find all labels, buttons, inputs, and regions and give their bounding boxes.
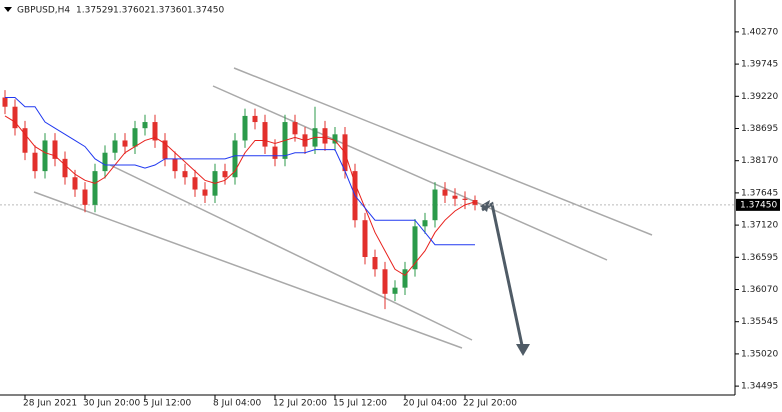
menu-arrow (4, 7, 12, 12)
y-tick-label: 1.37645 (741, 188, 778, 198)
candle-body (112, 140, 118, 153)
x-tick-label: 8 Jul 04:00 (213, 399, 262, 409)
last-price-label: 1.37450 (740, 200, 777, 210)
candle-body (362, 220, 368, 257)
x-tick-label: 15 Jul 12:00 (333, 399, 387, 409)
y-tick-label: 1.34495 (741, 382, 778, 392)
candle-body (42, 140, 48, 172)
indicator-line (4, 115, 476, 277)
y-tick-label: 1.38170 (741, 156, 778, 166)
candle-body (462, 198, 468, 200)
y-tick-label: 1.39745 (741, 60, 778, 70)
candle-body (12, 106, 18, 129)
y-tick-label: 1.37120 (741, 221, 778, 231)
candle-body (222, 171, 228, 178)
candle-body (102, 152, 108, 172)
candle-body (432, 189, 438, 221)
candle-body (422, 220, 428, 227)
low-label: 1.37360 (150, 6, 187, 16)
trendline (233, 67, 653, 236)
candle-body (182, 171, 188, 178)
forecast-arrow (480, 200, 530, 356)
candle-body (92, 171, 98, 205)
candle-body (392, 287, 398, 294)
x-tick-label: 5 Jul 12:00 (143, 399, 192, 409)
indicator-line (5, 97, 475, 246)
candle-body (142, 122, 148, 129)
x-tick-label: 20 Jul 04:00 (403, 399, 457, 409)
high-label: 1.37602 (113, 6, 150, 16)
candle-body (82, 189, 88, 205)
candle-body (322, 128, 328, 144)
y-tick-label: 1.36070 (741, 285, 778, 295)
candle-body (232, 140, 238, 178)
y-tick-label: 1.35545 (741, 317, 778, 327)
candle-body (472, 200, 478, 205)
candle-body (152, 122, 158, 141)
close-label: 1.37450 (187, 6, 224, 16)
trendline (33, 191, 463, 349)
candle-body (122, 140, 128, 147)
arrow-head (480, 200, 490, 212)
x-tick-label: 30 Jun 20:00 (83, 399, 140, 409)
y-tick-label: 1.36595 (741, 253, 778, 263)
y-tick-label: 1.38695 (741, 124, 778, 134)
y-tick-label: 1.35020 (741, 349, 778, 359)
x-tick-label: 28 Jun 2021 (23, 399, 77, 409)
candle-body (242, 115, 248, 141)
trendline (109, 164, 473, 341)
candle-body (382, 269, 388, 294)
candle-body (272, 146, 278, 159)
candle-body (72, 177, 78, 190)
y-tick-label: 1.40270 (741, 27, 778, 37)
candle-body (372, 256, 378, 270)
candle-body (202, 189, 208, 196)
y-tick-label: 1.39220 (741, 92, 778, 102)
candle-body (252, 115, 258, 123)
candle-body (132, 128, 138, 147)
candle-body (262, 122, 268, 147)
candle-body (402, 269, 408, 288)
candle-body (32, 152, 38, 172)
trendline (212, 85, 608, 261)
candle-body (292, 122, 298, 135)
candle-body (332, 134, 338, 144)
candle-body (442, 189, 448, 196)
x-tick-label: 22 Jul 20:00 (463, 399, 517, 409)
candle-body (412, 226, 418, 270)
trendlines (33, 67, 653, 349)
open-label: 1.37529 (76, 6, 113, 16)
last-price-box (736, 198, 780, 211)
candle-body (62, 158, 68, 178)
candle-body (172, 158, 178, 172)
x-tick-label: 12 Jul 20:00 (273, 399, 327, 409)
candle-body (162, 140, 168, 159)
candle-body (22, 128, 28, 153)
arrow-head (516, 344, 530, 356)
candle-body (192, 177, 198, 190)
candle-body (452, 195, 458, 199)
candle-body (2, 97, 8, 107)
symbol: GBPUSD,H4 (17, 6, 70, 16)
candle-body (52, 140, 58, 159)
